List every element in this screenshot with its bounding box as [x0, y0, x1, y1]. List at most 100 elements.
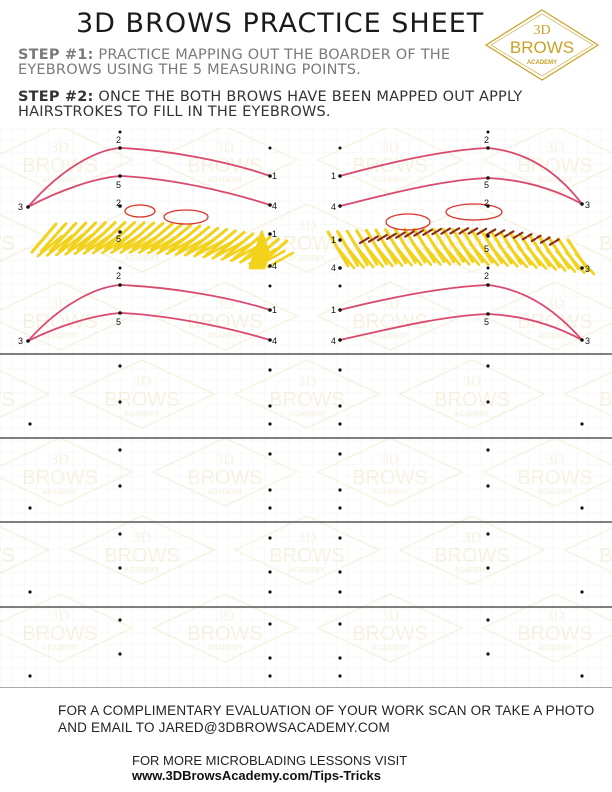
svg-text:BROWS: BROWS: [269, 233, 345, 255]
svg-text:BROWS: BROWS: [104, 545, 180, 567]
measuring-point: [268, 422, 272, 426]
hairstroke: [177, 225, 211, 253]
hairstroke: [367, 234, 381, 243]
lessons-note: FOR MORE MICROBLADING LESSONS VISIT: [132, 753, 408, 768]
watermark-logo: 3DBROWSACADEMY: [316, 593, 464, 663]
svg-text:BROWS: BROWS: [22, 623, 98, 645]
svg-text:ACADEMY: ACADEMY: [537, 489, 573, 496]
watermark-logo: 3DBROWSACADEMY: [0, 593, 134, 663]
watermark-logo: 3DBROWSACADEMY: [481, 128, 612, 195]
marker-circle: [385, 213, 431, 231]
measuring-point: [118, 532, 122, 536]
measuring-point: [338, 452, 342, 456]
measuring-point: [338, 536, 342, 540]
point-label: 2: [116, 135, 121, 145]
point-label: 4: [272, 261, 277, 271]
lessons-link[interactable]: www.3DBrowsAcademy.com/Tips-Tricks: [132, 768, 382, 783]
measuring-point: [338, 590, 342, 594]
watermark-logo: 3DBROWSACADEMY: [563, 370, 612, 418]
hairstroke: [459, 242, 481, 266]
hairstroke: [507, 245, 529, 269]
svg-text:BROWS: BROWS: [599, 233, 612, 255]
hairstroke: [386, 231, 399, 241]
measuring-point: [268, 452, 272, 456]
measuring-point: [486, 618, 490, 622]
watermark-logo: 3DBROWSACADEMY: [0, 437, 134, 507]
point-label: 5: [484, 244, 489, 254]
point-label: 2: [116, 198, 121, 208]
measuring-point: [580, 506, 584, 510]
hairstroke: [186, 226, 220, 254]
hairstroke: [254, 239, 267, 270]
watermark-logo: 3DBROWSACADEMY: [233, 515, 381, 585]
hairstroke: [113, 221, 146, 251]
watermark-logo: 3DBROWSACADEMY: [0, 214, 51, 262]
svg-text:3D: 3D: [298, 218, 317, 234]
measuring-point: [28, 674, 32, 678]
svg-text:3D: 3D: [463, 374, 482, 390]
measuring-point: [268, 404, 272, 408]
watermark-logo: 3DBROWSACADEMY: [481, 593, 612, 663]
hairstroke: [430, 241, 452, 266]
hairstroke: [258, 245, 269, 270]
hairstroke: [431, 227, 444, 236]
measuring-point: [268, 622, 272, 626]
svg-text:ACADEMY: ACADEMY: [289, 255, 325, 262]
svg-text:3D: 3D: [298, 530, 317, 546]
measuring-point: [338, 656, 342, 660]
svg-text:3D: 3D: [133, 530, 152, 546]
footer: [0, 690, 612, 792]
hairstroke: [196, 227, 229, 255]
step-2-instruction: STEP #2: ONCE THE BOTH BROWS HAVE BEEN M…: [18, 90, 548, 120]
watermark-logo: 3DBROWSACADEMY: [233, 359, 381, 429]
hairstroke: [488, 243, 509, 267]
svg-text:3D: 3D: [463, 218, 482, 234]
svg-text:ACADEMY: ACADEMY: [372, 333, 408, 340]
row-1-points: 2 5 1 4 3 2 5 1 4 3: [18, 130, 590, 212]
measuring-point: [118, 484, 122, 488]
measuring-point: [28, 422, 32, 426]
watermark-logo: 3DBROWSACADEMY: [398, 359, 546, 429]
svg-text:BROWS: BROWS: [352, 467, 428, 489]
svg-text:ACADEMY: ACADEMY: [42, 645, 78, 652]
svg-text:ACADEMY: ACADEMY: [372, 177, 408, 184]
hairstroke: [395, 230, 408, 239]
svg-text:BROWS: BROWS: [187, 311, 263, 333]
hairstroke: [404, 229, 417, 238]
svg-text:BROWS: BROWS: [22, 311, 98, 333]
svg-text:ACADEMY: ACADEMY: [372, 645, 408, 652]
point-label: 5: [484, 317, 489, 327]
svg-text:3D: 3D: [216, 608, 235, 624]
measuring-point: [268, 488, 272, 492]
watermark-logo: 3DBROWSACADEMY: [316, 281, 464, 351]
point-label: 4: [331, 336, 336, 346]
point-label: 1: [331, 305, 336, 315]
measuring-point: [486, 364, 490, 368]
measuring-point: [268, 590, 272, 594]
svg-text:3D: 3D: [51, 296, 70, 312]
measuring-point: [580, 590, 584, 594]
hairstroke: [478, 243, 500, 267]
marker-circle: [163, 209, 209, 225]
measuring-point: [118, 364, 122, 368]
measuring-point: [28, 506, 32, 510]
svg-text:ACADEMY: ACADEMY: [42, 333, 78, 340]
watermark-logo: 3DBROWSACADEMY: [68, 515, 216, 585]
row-separators: [0, 353, 612, 688]
hairstroke: [159, 223, 193, 252]
hairstroke: [545, 249, 567, 272]
practice-sheet: 3DBROWSACADEMY3DBROWSACADEMY3DBROWSACADE…: [0, 128, 612, 688]
svg-text:3D: 3D: [546, 452, 565, 468]
hairstroke: [521, 232, 534, 241]
svg-text:ACADEMY: ACADEMY: [42, 177, 78, 184]
hairstroke: [392, 242, 413, 267]
hairstroke: [168, 224, 202, 252]
hairstroke: [250, 233, 265, 270]
svg-text:ACADEMY: ACADEMY: [537, 645, 573, 652]
hairstroke: [512, 230, 525, 239]
point-label: 2: [484, 135, 489, 145]
hairstroke: [526, 246, 548, 270]
svg-text:BROWS: BROWS: [22, 155, 98, 177]
point-label: 5: [116, 234, 121, 244]
measuring-point: [118, 448, 122, 452]
